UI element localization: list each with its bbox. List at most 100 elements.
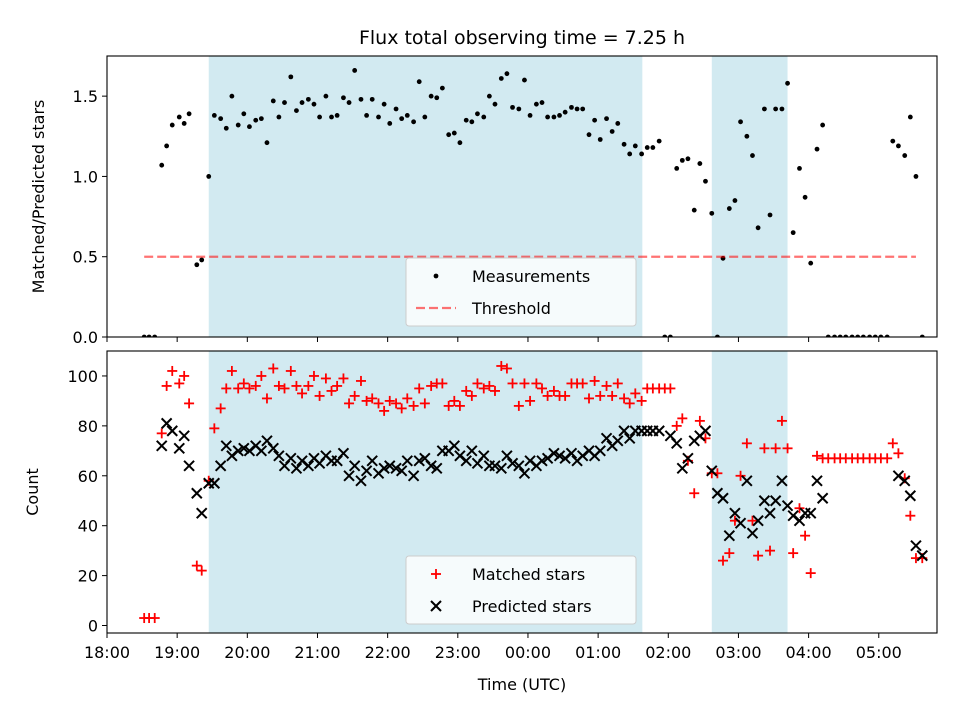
predicted-star-point bbox=[166, 425, 178, 437]
y-tick-label: 80 bbox=[78, 417, 98, 436]
predicted-star-point bbox=[536, 455, 548, 467]
predicted-star-point-b bbox=[787, 510, 799, 522]
predicted-star-point bbox=[208, 477, 221, 489]
measurement-point bbox=[662, 334, 668, 337]
measurement-point bbox=[376, 114, 381, 120]
predicted-star-point-b bbox=[706, 465, 718, 477]
predicted-star-point bbox=[407, 470, 420, 482]
y-tick-label: 40 bbox=[78, 517, 98, 536]
measurement-point bbox=[825, 334, 831, 337]
matched-star-point bbox=[402, 393, 413, 404]
predicted-star-point bbox=[348, 460, 361, 472]
measurement-point bbox=[206, 174, 212, 179]
measurement-point bbox=[843, 334, 849, 337]
predicted-star-point-b bbox=[401, 455, 413, 467]
predicted-star-point-b bbox=[173, 442, 185, 455]
predicted-star-point bbox=[390, 462, 402, 474]
measurement-point bbox=[569, 104, 574, 110]
legend-box bbox=[405, 555, 637, 625]
measurement-point bbox=[387, 121, 393, 126]
measurement-point bbox=[667, 334, 673, 337]
measurement-point bbox=[329, 114, 334, 120]
matched-star-point bbox=[167, 365, 178, 376]
predicted-star-point-b bbox=[302, 460, 315, 472]
matched-star-point bbox=[472, 378, 483, 389]
predicted-star-point bbox=[769, 495, 782, 507]
predicted-star-point-b bbox=[513, 460, 525, 472]
matched-star-point bbox=[291, 380, 302, 391]
measurement-point bbox=[305, 96, 311, 102]
predicted-star-point bbox=[355, 475, 367, 487]
matched-star-point bbox=[782, 443, 793, 454]
measurement-point bbox=[832, 334, 837, 337]
predicted-star-point-b bbox=[910, 539, 922, 552]
matched-star-point bbox=[536, 383, 547, 394]
matched-star-point bbox=[718, 555, 729, 566]
measurement-point bbox=[604, 116, 609, 122]
y-tick-label: 60 bbox=[78, 467, 98, 486]
series-predicted-stars bbox=[156, 417, 928, 562]
matched-star-point bbox=[478, 383, 489, 394]
measurement-point bbox=[621, 141, 627, 147]
predicted-star-point bbox=[366, 455, 378, 467]
predicted-star-point-b bbox=[699, 425, 712, 437]
measurement-point bbox=[486, 93, 492, 99]
matched-star-point bbox=[542, 390, 553, 401]
measurement-point bbox=[902, 153, 908, 158]
predicted-star-point bbox=[191, 487, 203, 499]
predicted-star-point-b bbox=[776, 475, 788, 487]
matched-star-point bbox=[525, 395, 536, 406]
measurement-point bbox=[597, 137, 603, 142]
predicted-star-point-b bbox=[805, 507, 817, 519]
measurement-point bbox=[358, 96, 364, 102]
predicted-star-point-b bbox=[384, 460, 396, 472]
predicted-star-point bbox=[378, 462, 390, 474]
matched-star-point bbox=[577, 378, 588, 389]
legend-label: Measurements bbox=[472, 267, 590, 286]
predicted-star-point bbox=[343, 470, 355, 482]
measurement-point bbox=[186, 111, 192, 117]
matched-star-point bbox=[396, 403, 407, 414]
predicted-star-point bbox=[758, 495, 771, 507]
measurement-point bbox=[282, 100, 287, 105]
matched-star-point bbox=[548, 385, 559, 396]
predicted-star-point-b bbox=[183, 460, 195, 472]
measurement-point bbox=[169, 122, 175, 128]
x-tick-label: 19:00 bbox=[154, 643, 200, 662]
matched-star-point bbox=[788, 548, 799, 559]
matched-star-point bbox=[759, 443, 770, 454]
matched-star-point bbox=[273, 380, 284, 391]
predicted-star-point-b bbox=[899, 475, 911, 487]
predicted-star-point-b bbox=[448, 440, 461, 452]
predicted-star-point-b bbox=[758, 495, 771, 507]
measurement-point bbox=[381, 101, 387, 107]
measurement-point bbox=[790, 230, 796, 236]
measurement-point bbox=[867, 334, 873, 337]
legend-label: Threshold bbox=[471, 299, 551, 318]
legend: Matched stars Predicted stars bbox=[405, 555, 637, 625]
matched-star-point bbox=[671, 420, 682, 431]
matched-star-point bbox=[308, 370, 319, 381]
predicted-star-point-b bbox=[653, 425, 665, 437]
measurement-point bbox=[341, 95, 346, 101]
matched-star-point bbox=[595, 390, 606, 401]
matched-star-point bbox=[694, 415, 705, 426]
measurement-point bbox=[211, 113, 217, 118]
matched-star-point bbox=[332, 380, 343, 391]
measurement-point bbox=[199, 257, 205, 263]
measurement-point bbox=[481, 114, 487, 120]
measurement-point bbox=[714, 334, 720, 337]
matched-star-point bbox=[800, 530, 811, 541]
predicted-star-point-b bbox=[623, 432, 636, 445]
matched-star-point bbox=[887, 438, 898, 449]
matched-star-point bbox=[619, 393, 630, 404]
measurement-point bbox=[896, 143, 901, 149]
measurement-point bbox=[685, 156, 691, 162]
measurement-point bbox=[510, 104, 515, 110]
predicted-star-point-b bbox=[337, 447, 350, 460]
x-tick-label: 02:00 bbox=[645, 643, 691, 662]
series-matched-stars bbox=[139, 360, 928, 624]
matched-star-point bbox=[443, 400, 454, 411]
measurement-point bbox=[533, 101, 539, 107]
